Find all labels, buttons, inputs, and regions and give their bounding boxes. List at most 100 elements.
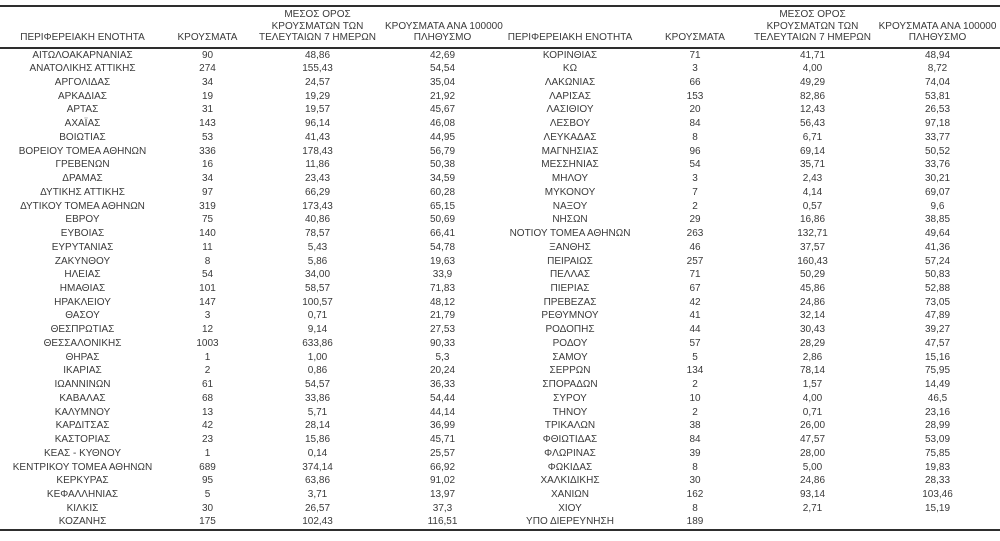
regional-cases-tables: ΠΕΡΙΦΕΡΕΙΑΚΗ ΕΝΟΤΗΤΑ ΚΡΟΥΣΜΑΤΑ ΜΕΣΟΣ ΟΡΟ… <box>0 5 1000 532</box>
table-row: ΙΩΑΝΝΙΝΩΝ 61 54,57 36,33 <box>0 378 500 392</box>
region-name: ΡΟΔΟΥ <box>552 337 588 349</box>
table-row: ΚΕΦΑΛΛΗΝΙΑΣ 5 3,71 13,97 <box>0 488 500 502</box>
avg7days-value: 28,29 <box>799 337 826 349</box>
table-row: ΚΑΛΥΜΝΟΥ 13 5,71 44,14 <box>0 406 500 420</box>
table-row: ΘΑΣΟΥ 3 0,71 21,79 <box>0 309 500 323</box>
table-row: ΚΕΡΚΥΡΑΣ 95 63,86 91,02 <box>0 474 500 488</box>
per100k-value: 48,94 <box>924 49 951 61</box>
per100k-value: 26,53 <box>924 104 951 116</box>
avg7days-value: 16,86 <box>799 214 826 226</box>
cases-value: 90 <box>201 49 214 61</box>
cases-value: 2 <box>692 379 698 391</box>
region-name: ΤΗΝΟΥ <box>552 406 588 418</box>
table-row: ΡΕΘΥΜΝΟΥ 41 32,14 47,89 <box>500 309 1000 323</box>
per100k-value: 33,77 <box>924 131 951 143</box>
cases-value: 143 <box>199 118 216 130</box>
region-name: ΝΗΣΩΝ <box>552 214 588 226</box>
region-name: ΧΑΝΙΩΝ <box>550 489 590 500</box>
per100k-value: 28,99 <box>924 420 951 432</box>
avg7days-value: 41,71 <box>799 49 826 61</box>
region-name: ΣΕΡΡΩΝ <box>549 365 591 377</box>
per100k-value: 52,88 <box>924 282 951 294</box>
avg7days-value: 35,71 <box>799 159 826 171</box>
cases-value: 23 <box>201 434 214 446</box>
region-name: ΖΑΚΥΝΘΟΥ <box>54 255 111 267</box>
avg7days-value: 178,43 <box>302 145 333 157</box>
cases-value: 319 <box>199 200 216 212</box>
table-row: ΛΑΡΙΣΑΣ 153 82,86 53,81 <box>500 90 1000 104</box>
region-name: ΚΑΡΔΙΤΣΑΣ <box>55 420 110 432</box>
per100k-value: 19,83 <box>924 461 951 473</box>
per100k-value: 103,46 <box>922 489 953 500</box>
table-row: ΑΡΓΟΛΙΔΑΣ 34 24,57 35,04 <box>0 76 500 90</box>
region-name: ΔΡΑΜΑΣ <box>62 173 103 185</box>
avg7days-value: 37,57 <box>799 241 826 253</box>
column-header-per100k: ΚΡΟΥΣΜΑΤΑ ΑΝΑ 100000 ΠΛΗΘΥΣΜΟ <box>385 7 503 49</box>
per100k-value: 60,28 <box>429 186 456 198</box>
per100k-value: 38,85 <box>924 214 951 226</box>
avg7days-value: 34,00 <box>304 269 331 281</box>
cases-value: 101 <box>199 282 216 294</box>
per100k-value: 46,5 <box>927 392 948 404</box>
avg7days-value: 5,00 <box>802 461 823 473</box>
avg7days-value: 32,14 <box>799 310 826 322</box>
region-name: ΚΑΒΑΛΑΣ <box>59 392 106 404</box>
region-name: ΤΡΙΚΑΛΩΝ <box>544 420 596 432</box>
region-name: ΔΥΤΙΚΟΥ ΤΟΜΕΑ ΑΘΗΝΩΝ <box>20 200 145 212</box>
table-row: ΠΙΕΡΙΑΣ 67 45,86 52,88 <box>500 282 1000 296</box>
table-row: ΛΑΣΙΘΙΟΥ 20 12,43 26,53 <box>500 103 1000 117</box>
avg7days-value: 1,57 <box>802 379 823 391</box>
region-name: ΣΑΜΟΥ <box>552 351 588 363</box>
avg7days-value: 54,57 <box>304 379 331 391</box>
cases-value: 8 <box>204 255 211 267</box>
cases-value: 19 <box>201 90 214 102</box>
region-name: ΘΗΡΑΣ <box>65 351 100 363</box>
cases-value: 30 <box>201 502 214 514</box>
avg7days-value: 11,86 <box>305 159 330 171</box>
avg7days-value: 28,00 <box>799 447 826 459</box>
region-name: ΚΑΛΥΜΝΟΥ <box>54 406 111 418</box>
cases-value: 57 <box>689 337 701 349</box>
per100k-value: 42,69 <box>429 49 456 61</box>
table-row: ΔΡΑΜΑΣ 34 23,43 34,59 <box>0 172 500 186</box>
per100k-value: 50,83 <box>924 269 951 281</box>
table-row: ΚΟΖΑΝΗΣ 175 102,43 116,51 <box>0 515 500 529</box>
table-row: ΝΑΞΟΥ 2 0,57 9,6 <box>500 200 1000 214</box>
cases-value: 96 <box>689 145 701 157</box>
per100k-value: 30,21 <box>924 173 951 185</box>
table-row: ΦΩΚΙΔΑΣ 8 5,00 19,83 <box>500 461 1000 475</box>
per100k-value: 57,24 <box>924 255 951 267</box>
table-row: ΕΥΒΟΙΑΣ 140 78,57 66,41 <box>0 227 500 241</box>
region-name: ΕΒΡΟΥ <box>65 214 100 226</box>
per100k-value: 47,57 <box>924 337 951 349</box>
avg7days-value: 0,86 <box>307 365 328 377</box>
table-row: ΘΕΣΠΡΩΤΙΑΣ 12 9,14 27,53 <box>0 323 500 337</box>
avg7days-value: 78,14 <box>799 365 826 377</box>
per100k-value: 69,07 <box>924 186 951 198</box>
region-name: ΘΑΣΟΥ <box>65 310 100 322</box>
table-row: ΒΟΙΩΤΙΑΣ 53 41,43 44,95 <box>0 131 500 145</box>
avg7days-value: 5,71 <box>307 406 328 418</box>
region-name: ΑΝΑΤΟΛΙΚΗΣ ΑΤΤΙΚΗΣ <box>29 63 136 75</box>
region-name: ΦΩΚΙΔΑΣ <box>547 461 593 473</box>
table-row: ΗΛΕΙΑΣ 54 34,00 33,9 <box>0 268 500 282</box>
cases-value: 13 <box>201 406 214 418</box>
region-name: ΛΑΚΩΝΙΑΣ <box>544 76 596 88</box>
region-name: ΜΕΣΣΗΝΙΑΣ <box>541 159 599 171</box>
per100k-value: 27,53 <box>429 324 456 336</box>
avg7days-value: 5,86 <box>307 255 328 267</box>
cases-value: 84 <box>689 434 701 446</box>
per100k-value: 23,16 <box>924 406 951 418</box>
region-name: ΜΑΓΝΗΣΙΑΣ <box>541 145 599 157</box>
cases-value: 68 <box>201 392 214 404</box>
avg7days-value: 66,29 <box>304 186 331 198</box>
table-row: ΦΘΙΩΤΙΔΑΣ 84 47,57 53,09 <box>500 433 1000 447</box>
table-row: ΞΑΝΘΗΣ 46 37,57 41,36 <box>500 241 1000 255</box>
cases-value: 39 <box>689 447 701 459</box>
table-row: ΣΠΟΡΑΔΩΝ 2 1,57 14,49 <box>500 378 1000 392</box>
avg7days-value: 6,71 <box>802 131 823 143</box>
table-row: ΚΟΡΙΝΘΙΑΣ 71 41,71 48,94 <box>500 48 1000 63</box>
avg7days-value: 82,86 <box>799 90 826 102</box>
table-row: ΔΥΤΙΚΟΥ ΤΟΜΕΑ ΑΘΗΝΩΝ 319 173,43 65,15 <box>0 200 500 214</box>
per100k-value: 36,33 <box>429 379 456 391</box>
